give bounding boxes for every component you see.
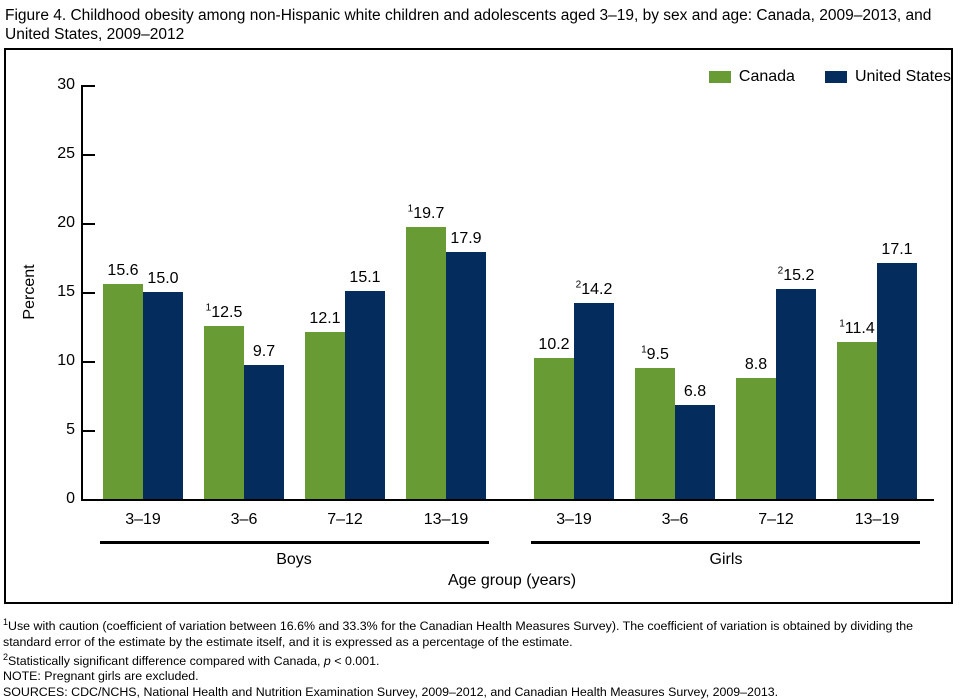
y-axis-tick [83, 85, 95, 87]
y-axis-tick-label: 30 [57, 76, 75, 93]
footnote-marker: 1 [641, 344, 647, 356]
footnote-marker: 1 [839, 318, 845, 330]
bar-canada-boys-13-19 [406, 227, 446, 499]
bar-canada-boys-3-6 [204, 326, 244, 499]
bar-united-states-boys-3-19 [143, 292, 183, 499]
group-underline-boys [100, 541, 489, 544]
y-axis-line [81, 85, 83, 501]
bar-value-label: 19.5 [641, 344, 669, 363]
bar-united-states-girls-3-6 [675, 405, 715, 499]
bar-value-label: 15.1 [349, 269, 381, 286]
bar-united-states-girls-13-19 [877, 263, 917, 499]
bar-united-states-boys-7-12 [345, 291, 385, 499]
legend: Canada United States [708, 68, 951, 86]
footnote-4: SOURCES: CDC/NCHS, National Health and N… [3, 684, 779, 699]
y-axis-tick [83, 292, 95, 294]
footnote-1: 1Use with caution (coefficient of variat… [3, 617, 914, 649]
group-label-boys: Boys [276, 551, 312, 568]
category-label-girls-7-12: 7–12 [758, 511, 794, 528]
legend-label: United States [854, 68, 951, 85]
bar-united-states-girls-7-12 [776, 289, 816, 499]
category-label-girls-13-19: 13–19 [854, 511, 900, 528]
legend-item-united-states: United States [824, 68, 951, 86]
bar-value-label: 15.6 [107, 262, 139, 279]
bar-value-label: 15.0 [147, 270, 179, 287]
bar-united-states-boys-13-19 [446, 252, 486, 499]
group-label-girls: Girls [709, 551, 743, 568]
bar-value-label: 111.4 [839, 318, 875, 337]
bar-canada-boys-3-19 [103, 284, 143, 499]
footnote-marker: 1 [205, 302, 212, 314]
bar-canada-girls-3-19 [534, 358, 574, 499]
footnote-3: NOTE: Pregnant girls are excluded. [3, 669, 199, 684]
group-underline-girls [531, 541, 920, 544]
bar-value-label: 215.2 [777, 265, 815, 284]
y-axis-tick-label: 25 [57, 145, 75, 162]
footnote-marker: 2 [575, 279, 582, 291]
bar-value-label: 17.1 [881, 241, 913, 258]
bar-value-label: 6.8 [683, 383, 707, 400]
bar-canada-girls-3-6 [635, 368, 675, 499]
bar-value-label: 214.2 [575, 279, 613, 298]
bar-value-label: 112.5 [205, 302, 243, 321]
bar-value-label: 17.9 [450, 230, 482, 247]
footnotes: 1Use with caution (coefficient of variat… [3, 615, 957, 700]
category-label-girls-3-6: 3–6 [661, 511, 689, 528]
y-axis-tick-label: 15 [57, 283, 75, 300]
y-axis-tick-label: 5 [66, 421, 75, 438]
y-axis-tick-label: 10 [57, 352, 75, 369]
bar-value-label: 8.8 [744, 356, 768, 373]
x-axis-line [81, 499, 934, 501]
bar-canada-boys-7-12 [305, 332, 345, 499]
y-axis-tick [83, 430, 95, 432]
y-axis-tick [83, 223, 95, 225]
category-label-boys-7-12: 7–12 [327, 511, 363, 528]
legend-label: Canada [738, 68, 795, 85]
bar-value-label: 12.1 [309, 310, 341, 327]
bar-united-states-boys-3-6 [244, 365, 284, 499]
y-axis-title: Percent [21, 264, 38, 320]
bar-value-label: 9.7 [252, 343, 276, 360]
y-axis-tick [83, 154, 95, 156]
category-label-boys-3-19: 3–19 [125, 511, 161, 528]
bar-value-label: 119.7 [407, 203, 445, 222]
category-label-boys-3-6: 3–6 [230, 511, 258, 528]
category-label-boys-13-19: 13–19 [423, 511, 469, 528]
bar-canada-girls-13-19 [837, 342, 877, 499]
bar-united-states-girls-3-19 [574, 303, 614, 499]
y-axis-tick-label: 0 [66, 490, 75, 507]
x-axis-title: Age group (years) [447, 572, 577, 589]
chart-frame [4, 48, 953, 604]
legend-item-canada: Canada [708, 68, 795, 86]
bar-value-label: 10.2 [538, 336, 570, 353]
figure-title: Figure 4. Childhood obesity among non-Hi… [5, 7, 932, 43]
legend-swatch-united-states [824, 71, 847, 83]
footnote-marker: 2 [777, 265, 784, 277]
category-label-girls-3-19: 3–19 [556, 511, 592, 528]
legend-swatch-canada [708, 71, 731, 83]
footnote-marker: 1 [407, 203, 414, 215]
y-axis-tick-label: 20 [57, 214, 75, 231]
y-axis-tick [83, 361, 95, 363]
bar-canada-girls-7-12 [736, 378, 776, 499]
footnote-2: 2Statistically significant difference co… [3, 651, 380, 669]
